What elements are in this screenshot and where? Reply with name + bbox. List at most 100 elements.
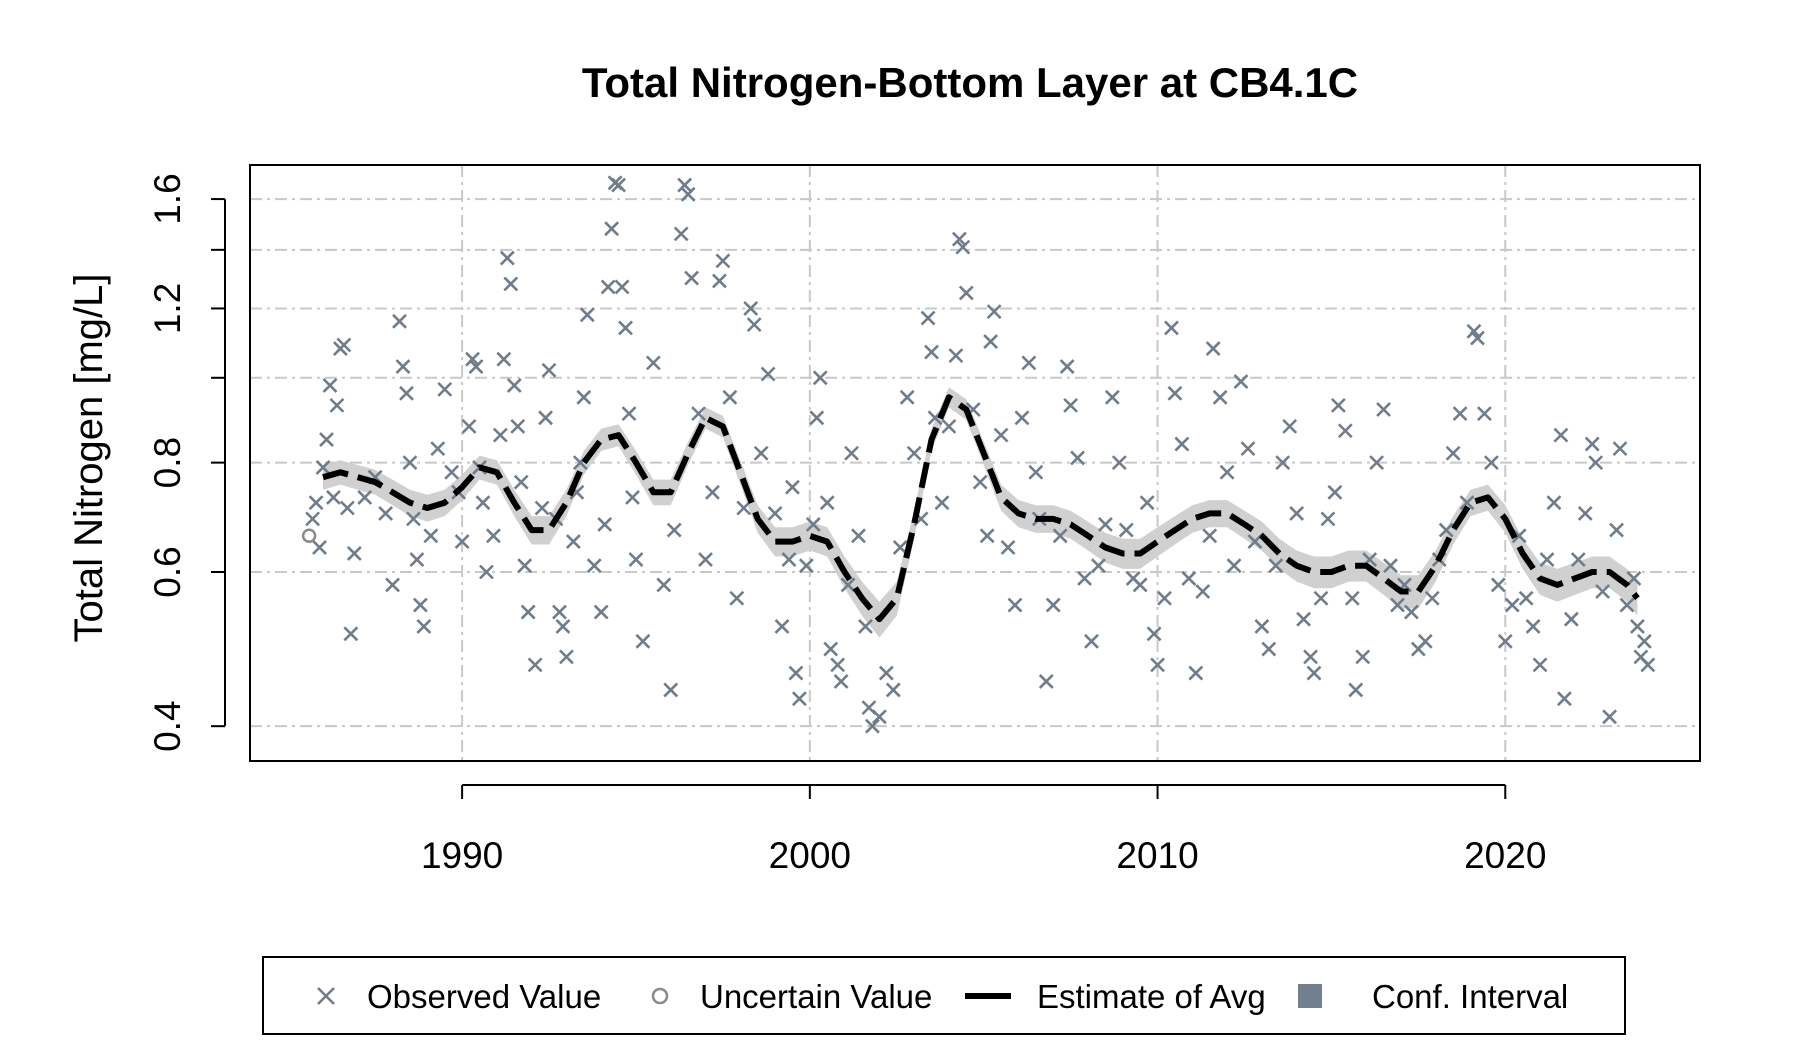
observed-point	[1306, 665, 1322, 681]
observed-point	[402, 455, 418, 471]
observed-point	[955, 239, 971, 255]
observed-point	[1028, 464, 1044, 480]
observed-point	[677, 177, 693, 193]
observed-point	[1459, 495, 1475, 511]
observed-point	[1021, 355, 1037, 371]
observed-point	[1602, 709, 1618, 725]
observed-point	[920, 310, 936, 326]
observed-point	[1330, 397, 1346, 413]
observed-point	[1383, 558, 1398, 574]
observed-point	[958, 285, 974, 301]
observed-point	[840, 577, 856, 593]
observed-point	[576, 389, 592, 405]
y-tick-label: 1.6	[147, 173, 188, 224]
observed-point	[906, 445, 922, 461]
observed-point	[541, 362, 557, 378]
observed-point	[319, 432, 334, 447]
observed-point	[1146, 626, 1162, 642]
observed-point	[430, 441, 446, 457]
observed-point	[986, 304, 1002, 320]
observed-point	[339, 500, 355, 516]
observed-point	[635, 633, 651, 649]
y-tick-label: 1.2	[147, 283, 188, 334]
observed-point	[1164, 320, 1179, 336]
observed-point	[1150, 657, 1165, 673]
observed-point	[791, 691, 807, 707]
observed-point	[673, 226, 689, 242]
observed-point	[1337, 423, 1353, 439]
observed-point	[753, 445, 769, 461]
observed-point	[1355, 649, 1371, 665]
observed-point	[468, 359, 484, 374]
x-axis: 1990 2000 2010 2020	[421, 784, 1546, 876]
observed-point	[823, 641, 839, 657]
observed-point	[621, 406, 637, 422]
observed-point	[579, 307, 595, 323]
legend: Observed Value Uncertain Value Estimate of…	[262, 956, 1626, 1035]
observed-point	[951, 231, 967, 247]
legend-ci-label: Conf. Interval	[1372, 978, 1568, 1015]
observed-point	[1320, 511, 1336, 527]
y-tick-label: 0.8	[147, 437, 188, 488]
observed-point	[343, 626, 359, 642]
legend-observed-label: Observed Value	[367, 978, 601, 1015]
observed-point	[972, 474, 988, 490]
observed-point	[1619, 597, 1635, 613]
observed-points	[305, 175, 1656, 734]
observed-point	[1303, 649, 1318, 665]
observed-point	[1403, 604, 1419, 620]
observed-point	[392, 313, 407, 329]
observed-point	[1438, 522, 1454, 538]
observed-point	[1584, 436, 1600, 452]
observed-point	[645, 355, 661, 371]
observed-point	[416, 619, 432, 634]
observed-point	[885, 682, 901, 698]
observed-point	[1470, 330, 1485, 346]
observed-point	[767, 505, 783, 521]
observed-point	[809, 410, 825, 426]
conf-interval-area	[323, 387, 1638, 638]
observed-point	[1167, 385, 1183, 401]
observed-point	[454, 534, 470, 549]
observed-point	[878, 665, 894, 681]
observed-point	[1376, 402, 1391, 417]
observed-point	[600, 279, 616, 295]
observed-point	[1070, 450, 1085, 466]
observed-point	[715, 253, 731, 269]
observed-point	[781, 552, 797, 567]
observed-point	[399, 385, 414, 401]
observed-point	[1553, 427, 1569, 443]
observed-point	[1097, 517, 1113, 532]
y-tick-label: 0.4	[147, 700, 188, 751]
observed-point	[788, 665, 804, 681]
observed-point	[934, 495, 950, 511]
observed-point	[1212, 389, 1228, 405]
observed-point	[1077, 570, 1092, 586]
observed-point	[1188, 665, 1204, 681]
observed-point	[625, 490, 640, 505]
observed-point	[1091, 558, 1106, 574]
x-tick-label: 2020	[1464, 835, 1546, 876]
observed-point	[1588, 455, 1604, 471]
y-tick-label: 0.6	[147, 546, 188, 597]
observed-point	[1247, 534, 1263, 549]
observed-point	[1313, 590, 1329, 606]
observed-point	[1059, 359, 1075, 374]
observed-point	[499, 250, 515, 266]
observed-point	[1007, 597, 1023, 613]
observed-point	[1348, 682, 1364, 698]
observed-point	[993, 427, 1009, 443]
observed-point	[315, 459, 331, 475]
observed-point	[614, 279, 630, 295]
observed-point	[979, 528, 995, 544]
observed-point	[1452, 406, 1468, 422]
y-axis: 0.4 0.6 0.8 1.2 1.6	[147, 173, 226, 752]
observed-point	[1233, 374, 1249, 390]
observed-point	[503, 276, 519, 292]
observed-point	[1111, 455, 1127, 471]
observed-point	[1240, 441, 1256, 457]
observed-point	[1275, 455, 1291, 471]
observed-point	[1045, 597, 1061, 613]
observed-point	[357, 490, 373, 505]
observed-point	[346, 546, 362, 561]
